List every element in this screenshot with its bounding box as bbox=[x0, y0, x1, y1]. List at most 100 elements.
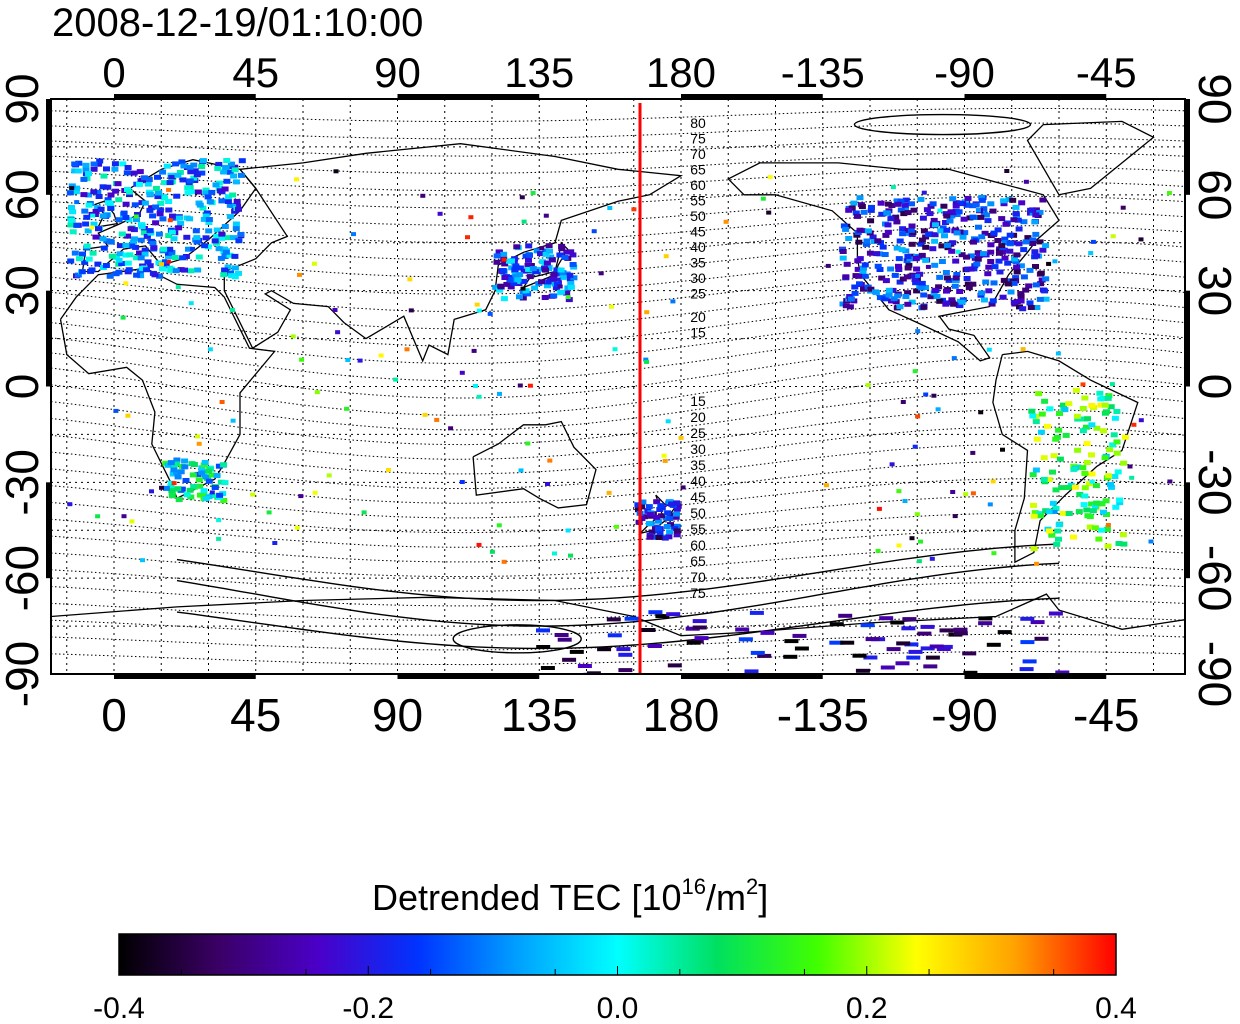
tec-pixel bbox=[221, 186, 229, 192]
mag-contour bbox=[51, 298, 1185, 347]
mlat-label-south: 60 bbox=[690, 537, 706, 553]
tec-pixel bbox=[963, 276, 971, 281]
top-lon-tick-label: 180 bbox=[646, 49, 716, 96]
tec-pixel bbox=[1033, 253, 1041, 259]
tec-pixel bbox=[839, 249, 847, 254]
tec-pixel bbox=[1038, 411, 1046, 417]
tec-pixel bbox=[85, 256, 93, 262]
tec-pixel bbox=[874, 263, 882, 269]
tec-pixel bbox=[1022, 239, 1030, 245]
tec-pixel bbox=[1024, 235, 1032, 241]
tec-pixel bbox=[1041, 398, 1049, 404]
tec-pixel bbox=[920, 304, 928, 310]
tec-pixel bbox=[550, 293, 558, 299]
tec-pixel bbox=[192, 228, 200, 234]
tec-pixel bbox=[146, 191, 154, 197]
tec-pixel bbox=[1108, 484, 1115, 490]
tec-pixel bbox=[495, 249, 503, 255]
tec-pixel bbox=[1022, 287, 1030, 293]
tec-pixel bbox=[661, 453, 667, 458]
tec-pixel bbox=[519, 195, 525, 200]
tec-pixel bbox=[896, 238, 904, 244]
tec-pixel bbox=[137, 255, 145, 261]
coastline-japan bbox=[522, 241, 569, 289]
bottom-lon-tick-label: 0 bbox=[101, 689, 127, 741]
tec-pixel bbox=[533, 248, 541, 254]
tec-pixel bbox=[167, 480, 175, 486]
tec-pixel bbox=[68, 205, 75, 210]
tec-pixel bbox=[202, 496, 210, 502]
tec-pixel bbox=[1040, 476, 1048, 482]
tec-pixel bbox=[204, 244, 212, 250]
tec-pixel bbox=[1055, 427, 1063, 433]
tec-pixel bbox=[859, 270, 867, 276]
tec-pixel bbox=[956, 289, 964, 294]
tec-pixel bbox=[80, 176, 88, 182]
tec-pixel bbox=[102, 263, 110, 268]
tec-pixel bbox=[143, 233, 151, 239]
tec-pixel bbox=[567, 284, 575, 290]
tec-pixel bbox=[872, 289, 879, 295]
frame-bar bbox=[681, 94, 823, 99]
mag-contour bbox=[51, 564, 1185, 592]
tec-pixel bbox=[182, 478, 190, 483]
tec-pixel bbox=[155, 260, 163, 266]
tec-pixel bbox=[124, 233, 131, 239]
frame-bar bbox=[397, 674, 540, 679]
tec-pixel bbox=[895, 263, 902, 269]
tec-pixel bbox=[1012, 211, 1020, 217]
tec-pixel bbox=[951, 356, 957, 361]
left-lat-tick-label: 30 bbox=[0, 265, 48, 316]
tec-pixel bbox=[850, 200, 858, 206]
tec-pixel bbox=[205, 220, 213, 225]
tec-pixel bbox=[174, 474, 182, 480]
right-lat-tick-label: 60 bbox=[1189, 169, 1240, 220]
tec-pixel bbox=[952, 275, 960, 281]
tec-pixel bbox=[226, 202, 234, 208]
tec-pixel bbox=[900, 211, 908, 217]
tec-pixel bbox=[1167, 479, 1173, 484]
tec-pixel bbox=[120, 210, 128, 216]
tec-pixel bbox=[990, 479, 996, 484]
tec-pixel bbox=[1121, 434, 1129, 440]
tec-pixel bbox=[115, 197, 123, 203]
tec-pixel bbox=[222, 164, 230, 170]
tec-pixel bbox=[1093, 500, 1101, 506]
tec-pixel bbox=[496, 287, 504, 293]
right-lat-tick-label: -30 bbox=[1189, 449, 1240, 515]
tec-pixel bbox=[557, 267, 565, 273]
tec-pixel bbox=[923, 392, 929, 397]
tec-pixel bbox=[829, 640, 844, 645]
tec-pixel bbox=[176, 169, 184, 175]
mlat-label-south: 65 bbox=[690, 553, 706, 569]
tec-pixel bbox=[963, 202, 971, 208]
tec-pixel bbox=[511, 270, 519, 276]
tec-pixel bbox=[522, 288, 530, 294]
tec-pixel bbox=[1013, 269, 1021, 275]
left-lat-tick-label: 60 bbox=[0, 169, 48, 220]
tec-pixel bbox=[95, 226, 102, 232]
tec-pixel bbox=[643, 357, 649, 362]
tec-pixel bbox=[216, 492, 224, 498]
top-lon-tick-label: 45 bbox=[232, 49, 279, 96]
tec-pixel bbox=[963, 670, 978, 674]
tec-pixel bbox=[154, 194, 162, 200]
tec-pixel bbox=[123, 170, 131, 176]
tec-pixel bbox=[925, 264, 931, 269]
tec-pixel bbox=[981, 230, 989, 236]
tec-pixel bbox=[1032, 231, 1040, 237]
tec-pixel bbox=[199, 205, 207, 211]
tec-pixel bbox=[547, 458, 553, 463]
tec-pixel bbox=[233, 199, 241, 204]
tec-pixel bbox=[437, 211, 443, 216]
tec-pixel bbox=[655, 526, 662, 532]
tec-pixel bbox=[520, 278, 528, 284]
tec-pixel bbox=[100, 245, 108, 251]
tec-pixel bbox=[149, 241, 157, 246]
bottom-lon-tick-label: 90 bbox=[372, 689, 423, 741]
tec-pixel bbox=[965, 285, 973, 291]
tec-pixel bbox=[493, 253, 501, 259]
tec-pixel bbox=[500, 296, 508, 302]
tec-pixel bbox=[1010, 299, 1018, 305]
tec-pixel bbox=[100, 173, 108, 179]
